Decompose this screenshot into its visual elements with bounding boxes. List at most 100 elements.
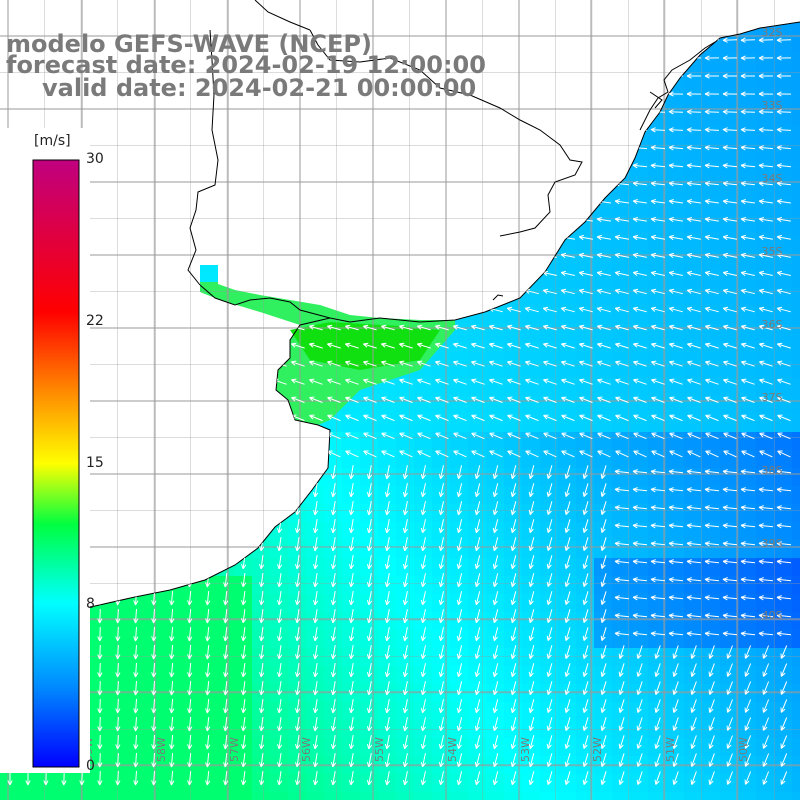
wind-arrow	[582, 609, 589, 624]
wind-arrow	[579, 378, 593, 385]
wind-arrow	[600, 771, 607, 786]
wind-arrow	[578, 270, 593, 276]
wind-arrow	[636, 771, 643, 785]
wind-arrow	[758, 631, 774, 637]
wind-arrow	[115, 698, 121, 714]
wind-arrow	[780, 699, 788, 713]
wind-arrow	[740, 55, 756, 61]
wind-arrow	[528, 609, 535, 624]
wind-arrow	[726, 699, 733, 713]
wind-arrow	[740, 288, 755, 295]
wind-arrow	[726, 735, 733, 749]
wind-arrow	[528, 735, 535, 750]
wind-arrow	[384, 573, 391, 588]
wind-arrow	[561, 432, 575, 440]
wind-arrow	[758, 613, 774, 619]
wind-arrow	[564, 573, 571, 588]
wind-arrow	[654, 699, 661, 713]
wind-arrow	[704, 55, 720, 61]
wind-arrow	[471, 396, 485, 403]
wind-arrow	[452, 324, 467, 331]
wind-arrow	[330, 555, 337, 570]
wind-arrow	[399, 378, 413, 385]
wind-arrow	[348, 771, 355, 786]
wind-arrow	[97, 680, 103, 696]
wind-arrow	[564, 699, 571, 714]
wind-arrow	[507, 360, 521, 367]
wind-arrow	[330, 753, 337, 768]
wind-arrow	[650, 577, 666, 583]
wind-arrow	[313, 609, 319, 624]
wind-arrow	[384, 645, 391, 660]
wind-arrow	[777, 360, 791, 367]
wind-arrow	[348, 735, 355, 750]
wind-arrow	[722, 577, 738, 583]
lat-label: 32S	[762, 26, 783, 39]
wind-arrow	[758, 217, 773, 223]
wind-arrow	[489, 396, 503, 403]
wind-arrow	[474, 717, 481, 732]
wind-arrow	[456, 591, 463, 606]
wind-arrow	[762, 663, 770, 677]
wind-arrow	[542, 342, 557, 349]
wind-arrow	[759, 360, 773, 367]
wind-arrow	[777, 378, 791, 385]
wind-arrow	[510, 573, 517, 588]
wind-arrow	[133, 698, 139, 714]
wind-arrow	[330, 537, 337, 552]
wind-arrow	[399, 414, 413, 422]
wind-arrow	[510, 753, 517, 768]
wind-arrow	[291, 396, 305, 403]
wind-arrow	[704, 324, 719, 331]
wind-arrow	[704, 199, 719, 205]
wind-arrow	[542, 306, 557, 313]
wind-arrow	[704, 234, 719, 241]
wind-arrow	[564, 771, 571, 786]
wind-arrow	[705, 378, 719, 385]
wind-arrow	[776, 559, 792, 565]
wind-arrow	[435, 396, 449, 403]
wind-arrow	[758, 505, 774, 511]
wind-arrow	[564, 537, 571, 552]
wind-arrow	[474, 609, 481, 624]
wind-arrow	[510, 645, 517, 660]
wind-arrow	[435, 378, 449, 385]
wind-arrow	[438, 555, 444, 570]
wind-arrow	[776, 217, 791, 223]
wind-arrow	[632, 523, 648, 529]
wind-arrow	[614, 234, 629, 241]
wind-arrow	[654, 735, 661, 749]
wind-arrow	[330, 501, 337, 516]
wind-arrow	[600, 609, 607, 624]
wind-arrow	[384, 771, 391, 786]
wind-arrow	[402, 645, 408, 660]
wind-arrow	[438, 645, 444, 660]
wind-arrow	[259, 555, 265, 570]
wind-arrow	[636, 717, 643, 731]
wind-arrow	[632, 487, 648, 493]
wind-arrow	[777, 450, 791, 458]
wind-arrow	[690, 645, 697, 659]
wind-arrow	[758, 559, 774, 565]
wind-arrow	[492, 699, 499, 714]
wind-arrow	[686, 469, 702, 475]
wind-arrow	[762, 717, 770, 731]
wind-arrow	[596, 270, 611, 276]
wind-arrow	[295, 609, 301, 624]
wind-arrow	[546, 555, 553, 570]
wind-arrow	[295, 699, 301, 714]
lat-label: 33S	[762, 99, 783, 112]
wind-arrow	[384, 483, 391, 498]
wind-arrow	[543, 378, 557, 385]
wind-arrow	[525, 414, 539, 422]
wind-arrow	[474, 537, 481, 552]
wind-arrow	[241, 771, 247, 786]
wind-arrow	[417, 396, 431, 403]
wind-arrow	[507, 432, 521, 440]
wind-arrow	[776, 73, 791, 79]
wind-arrow	[636, 735, 643, 749]
wind-arrow	[277, 753, 283, 768]
wind-arrow	[776, 613, 792, 619]
lat-label: 37S	[762, 391, 783, 404]
wind-arrow	[722, 559, 738, 565]
